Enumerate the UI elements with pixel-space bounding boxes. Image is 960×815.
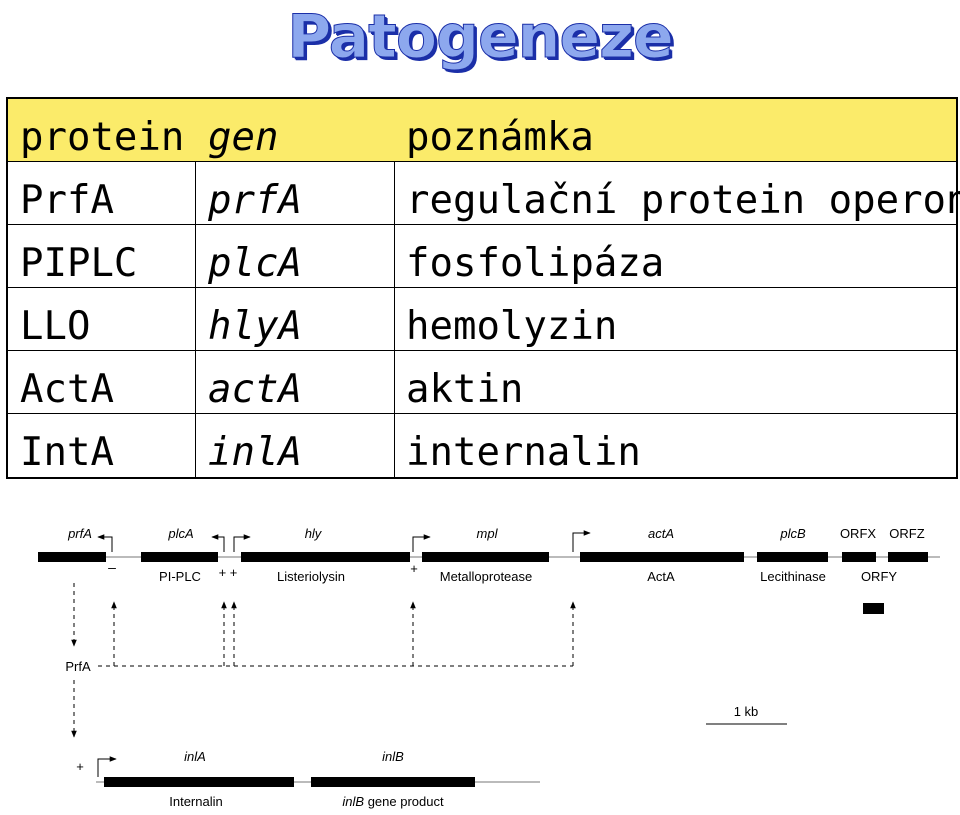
gene-label: actA bbox=[648, 526, 674, 541]
gene-table: protein gen poznámka PrfA prfA regulační… bbox=[6, 97, 960, 479]
cell-protein: IntA bbox=[20, 430, 114, 475]
product-label: inlB gene product bbox=[342, 794, 444, 809]
table-row: ActA actA aktin bbox=[8, 351, 956, 414]
cell-protein: PrfA bbox=[20, 178, 114, 223]
product-label: Listeriolysin bbox=[277, 569, 345, 584]
gene-bar-acta bbox=[580, 552, 744, 562]
gene-label: plcB bbox=[779, 526, 806, 541]
product-label: ORFY bbox=[861, 569, 897, 584]
gene-label: prfA bbox=[67, 526, 92, 541]
regulation-sign: + bbox=[410, 561, 418, 576]
product-label: ActA bbox=[647, 569, 675, 584]
gene-label: plcA bbox=[167, 526, 193, 541]
gene-label: ORFZ bbox=[889, 526, 924, 541]
cell-protein: LLO bbox=[20, 304, 91, 349]
gene-label: hly bbox=[305, 526, 323, 541]
promoter-arrow-icon bbox=[211, 534, 225, 552]
product-label-rest: gene product bbox=[364, 794, 444, 809]
gene-label: ORFX bbox=[840, 526, 876, 541]
gene-bar-plcb bbox=[757, 552, 828, 562]
scale-label: 1 kb bbox=[734, 704, 759, 719]
header-gen: gen bbox=[208, 115, 279, 160]
column-divider bbox=[195, 99, 196, 477]
promoter-arrow-icon bbox=[572, 530, 591, 552]
table-header-row: protein gen poznámka bbox=[8, 99, 956, 162]
gene-bar-inlb bbox=[311, 777, 475, 787]
product-label: Lecithinase bbox=[760, 569, 826, 584]
cell-gen: hlyA bbox=[208, 304, 302, 349]
gene-bar-orfy bbox=[863, 603, 884, 614]
gene-bar-orfx bbox=[842, 552, 876, 562]
gene-label: inlB bbox=[382, 749, 404, 764]
cell-note: regulační protein operonu bbox=[406, 178, 960, 223]
regulation-sign: + + bbox=[219, 565, 238, 580]
promoter-arrow-icon bbox=[97, 756, 117, 777]
table-row: PrfA prfA regulační protein operonu bbox=[8, 162, 960, 225]
cell-note: fosfolipáza bbox=[406, 241, 665, 286]
table-row: PIPLC plcA fosfolipáza bbox=[8, 225, 956, 288]
gene-cluster-diagram: prfA plcA hly mpl actA plcB ORFX ORFZ PI… bbox=[38, 526, 940, 809]
gene-bar-orfz bbox=[888, 552, 928, 562]
product-label: Internalin bbox=[169, 794, 222, 809]
regulation-sign: – bbox=[108, 559, 116, 575]
product-label: PI-PLC bbox=[159, 569, 201, 584]
regulator-label: PrfA bbox=[65, 659, 91, 674]
gene-bar-plca bbox=[141, 552, 218, 562]
cell-gen: prfA bbox=[208, 178, 302, 223]
product-label-gene: inlB bbox=[342, 794, 364, 809]
promoter-arrow-icon bbox=[412, 534, 431, 552]
header-poznamka: poznámka bbox=[406, 115, 594, 160]
cell-protein: PIPLC bbox=[20, 241, 138, 286]
cell-gen: inlA bbox=[208, 430, 302, 475]
cell-gen: plcA bbox=[208, 241, 302, 286]
gene-label: inlA bbox=[184, 749, 206, 764]
page-title: Patogeneze bbox=[287, 2, 674, 73]
cell-protein: ActA bbox=[20, 367, 114, 412]
cell-gen: actA bbox=[208, 367, 302, 412]
column-divider bbox=[394, 99, 395, 477]
cell-note: aktin bbox=[406, 367, 524, 412]
gene-label: mpl bbox=[477, 526, 499, 541]
gene-bar-prfa bbox=[38, 552, 106, 562]
gene-bar-hly bbox=[241, 552, 410, 562]
regulation-sign: + bbox=[76, 759, 84, 774]
product-label: Metalloprotease bbox=[440, 569, 533, 584]
cell-note: hemolyzin bbox=[406, 304, 618, 349]
promoter-arrow-icon bbox=[97, 534, 113, 552]
gene-bar-inla bbox=[104, 777, 294, 787]
table-row: LLO hlyA hemolyzin bbox=[8, 288, 956, 351]
gene-bar-mpl bbox=[422, 552, 549, 562]
table-row: IntA inlA internalin bbox=[8, 414, 956, 477]
cell-note: internalin bbox=[406, 430, 641, 475]
promoter-arrow-icon bbox=[233, 534, 251, 552]
header-protein: protein bbox=[20, 115, 185, 160]
